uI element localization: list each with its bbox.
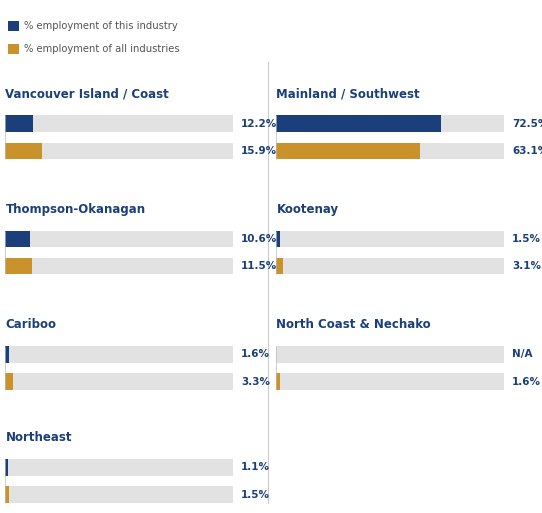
Text: 1.1%: 1.1%	[241, 462, 270, 472]
Text: 1.5%: 1.5%	[512, 234, 541, 244]
FancyBboxPatch shape	[276, 143, 420, 159]
Text: 63.1%: 63.1%	[512, 146, 542, 156]
Text: 15.9%: 15.9%	[241, 146, 278, 156]
Text: 1.6%: 1.6%	[241, 349, 270, 360]
Text: Thompson-Okanagan: Thompson-Okanagan	[5, 203, 146, 215]
FancyBboxPatch shape	[5, 459, 233, 476]
Text: 72.5%: 72.5%	[512, 119, 542, 129]
FancyBboxPatch shape	[5, 231, 30, 247]
Text: Kootenay: Kootenay	[276, 203, 339, 215]
Text: North Coast & Nechako: North Coast & Nechako	[276, 318, 431, 331]
FancyBboxPatch shape	[5, 459, 8, 476]
Text: 11.5%: 11.5%	[241, 261, 278, 271]
FancyBboxPatch shape	[5, 346, 233, 363]
FancyBboxPatch shape	[5, 115, 233, 132]
FancyBboxPatch shape	[5, 373, 233, 390]
FancyBboxPatch shape	[276, 143, 504, 159]
Text: 3.3%: 3.3%	[241, 377, 270, 387]
Text: Mainland / Southwest: Mainland / Southwest	[276, 87, 420, 100]
FancyBboxPatch shape	[276, 231, 280, 247]
FancyBboxPatch shape	[8, 21, 19, 31]
Text: N/A: N/A	[512, 349, 533, 360]
Text: % employment of all industries: % employment of all industries	[24, 44, 180, 54]
Text: 3.1%: 3.1%	[512, 261, 541, 271]
Text: Northeast: Northeast	[5, 431, 72, 444]
Text: Vancouver Island / Coast: Vancouver Island / Coast	[5, 87, 169, 100]
FancyBboxPatch shape	[276, 258, 504, 274]
FancyBboxPatch shape	[5, 486, 233, 503]
FancyBboxPatch shape	[276, 115, 504, 132]
FancyBboxPatch shape	[5, 143, 233, 159]
Text: 1.5%: 1.5%	[241, 489, 270, 500]
FancyBboxPatch shape	[276, 373, 280, 390]
FancyBboxPatch shape	[5, 373, 13, 390]
FancyBboxPatch shape	[5, 258, 233, 274]
FancyBboxPatch shape	[8, 44, 19, 54]
FancyBboxPatch shape	[276, 346, 504, 363]
FancyBboxPatch shape	[5, 115, 33, 132]
FancyBboxPatch shape	[5, 258, 31, 274]
FancyBboxPatch shape	[5, 231, 233, 247]
FancyBboxPatch shape	[5, 486, 9, 503]
FancyBboxPatch shape	[5, 143, 42, 159]
FancyBboxPatch shape	[276, 373, 504, 390]
FancyBboxPatch shape	[276, 115, 441, 132]
FancyBboxPatch shape	[276, 231, 504, 247]
Text: % employment of this industry: % employment of this industry	[24, 21, 178, 31]
FancyBboxPatch shape	[276, 258, 283, 274]
FancyBboxPatch shape	[5, 346, 9, 363]
Text: Cariboo: Cariboo	[5, 318, 56, 331]
Text: 12.2%: 12.2%	[241, 119, 278, 129]
Text: 1.6%: 1.6%	[512, 377, 541, 387]
Text: 10.6%: 10.6%	[241, 234, 278, 244]
